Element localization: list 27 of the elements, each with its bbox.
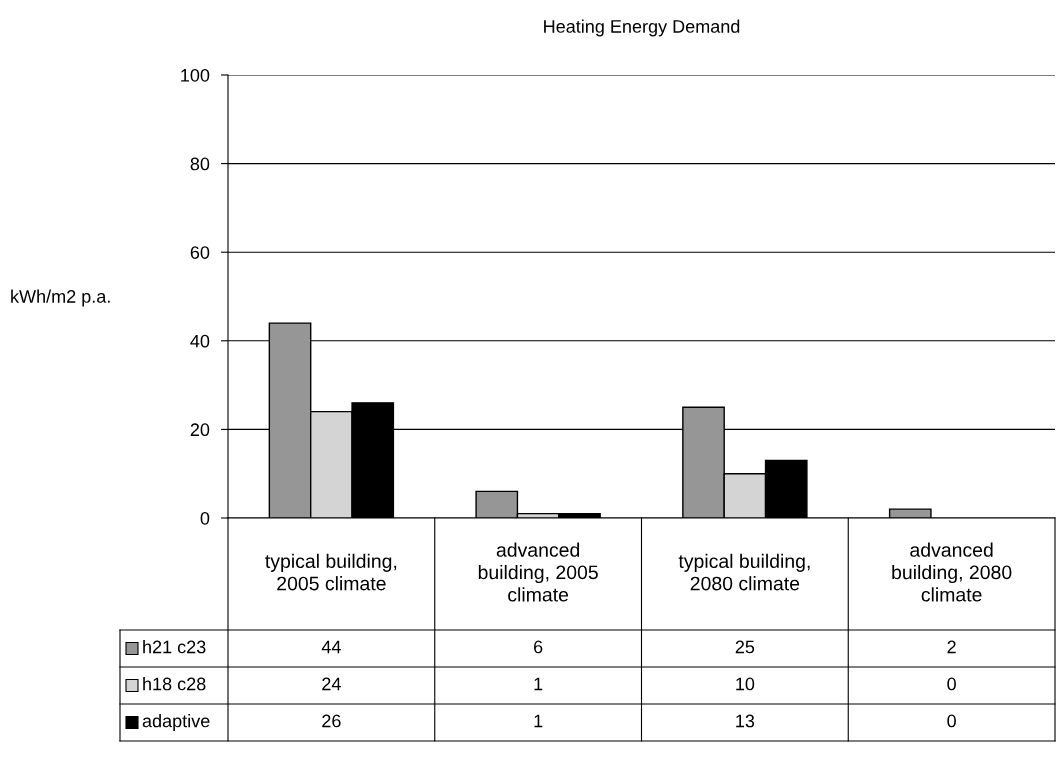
y-tick-label: 40: [190, 334, 210, 348]
data-label: 13: [736, 714, 755, 728]
y-tick-label: 80: [190, 157, 210, 171]
data-label: 25: [735, 640, 755, 654]
data-label: 26: [322, 714, 341, 728]
legend-label: h18 c28: [143, 677, 206, 691]
data-label: 6: [534, 640, 543, 654]
data-label: 44: [321, 640, 341, 654]
y-tick-label: 20: [190, 423, 210, 437]
x-tick-label: typical building, 2005 climate: [265, 553, 397, 591]
legend-label: h21 c23: [143, 640, 206, 654]
x-tick-label: typical building, 2080 climate: [678, 553, 810, 591]
data-label: 1: [534, 677, 543, 691]
legend-label: adaptive: [142, 714, 210, 731]
y-tick-label: 100: [181, 68, 210, 82]
y-tick-label: 60: [190, 246, 210, 259]
data-label: 0: [947, 714, 956, 728]
data-label: 2: [947, 640, 956, 654]
x-tick-label: advanced building, 2005 climate: [478, 542, 598, 602]
x-tick-label: advanced building, 2080 climate: [892, 542, 1012, 602]
data-label: 1: [534, 714, 543, 728]
data-label: 0: [947, 677, 956, 691]
y-axis-title: kWh/m2 p.a.: [11, 289, 110, 307]
data-label: 10: [736, 677, 755, 691]
data-label: 24: [322, 677, 341, 691]
y-tick-label: 0: [200, 511, 210, 525]
chart-title: Heating Energy Demand: [544, 19, 740, 37]
